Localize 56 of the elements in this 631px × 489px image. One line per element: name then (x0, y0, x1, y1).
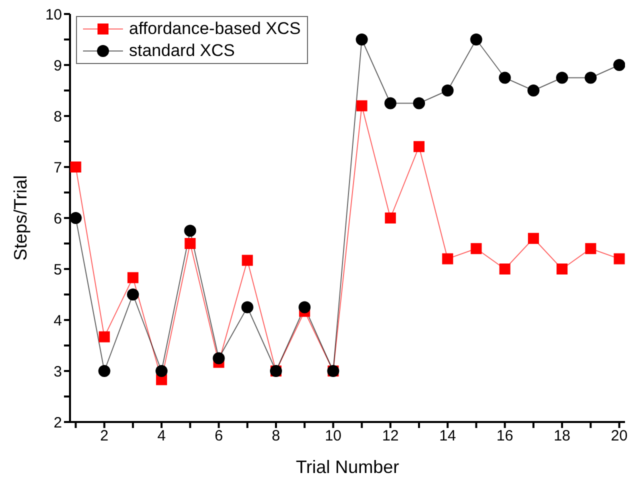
point (585, 243, 596, 254)
point (584, 72, 597, 84)
legend-label: standard XCS (129, 40, 235, 62)
x-tick-label: 10 (324, 428, 342, 445)
y-tick-label: 7 (54, 159, 62, 176)
point (156, 365, 168, 377)
point (384, 212, 396, 224)
y-tick-label: 3 (54, 363, 62, 380)
point (442, 84, 454, 96)
point (298, 301, 311, 314)
x-tick-label: 16 (496, 428, 514, 445)
point (556, 264, 568, 274)
x-tick-label: 8 (272, 428, 280, 445)
y-axis-title: Steps/Trial (10, 175, 30, 261)
point (127, 272, 138, 284)
point (70, 162, 82, 172)
point (442, 253, 454, 264)
point (413, 97, 426, 110)
point (184, 224, 196, 237)
point (527, 84, 540, 96)
point (356, 34, 368, 46)
point (470, 243, 482, 254)
point (499, 264, 510, 274)
y-tick-label: 10 (45, 6, 62, 24)
y-tick-label: 6 (54, 210, 62, 228)
y-tick-label: 2 (54, 414, 62, 432)
point (613, 59, 625, 71)
point (498, 72, 511, 84)
point (70, 212, 82, 224)
y-tick-label: 5 (54, 261, 62, 278)
y-tick-label: 8 (54, 108, 62, 126)
point (614, 253, 625, 264)
point (556, 72, 568, 84)
point (212, 352, 225, 364)
point (98, 365, 110, 377)
x-axis-title: Trial Number (296, 457, 400, 477)
point (242, 254, 253, 266)
point (414, 141, 425, 152)
y-tick-label: 9 (54, 57, 62, 74)
point (528, 232, 539, 244)
point (470, 34, 482, 46)
point (184, 238, 196, 249)
x-tick-label: 6 (214, 428, 223, 445)
point (241, 301, 254, 314)
x-tick-label: 4 (157, 428, 166, 445)
x-tick-label: 2 (100, 428, 108, 445)
legend-label: affordance-based XCS (129, 18, 301, 40)
point (126, 288, 139, 300)
point (356, 100, 368, 112)
x-tick-label: 14 (439, 428, 456, 445)
y-tick-label: 4 (54, 312, 62, 330)
x-tick-label: 20 (610, 428, 628, 445)
point (384, 97, 396, 110)
point (98, 331, 110, 342)
x-tick-label: 18 (554, 428, 570, 445)
x-tick-label: 12 (382, 428, 399, 445)
